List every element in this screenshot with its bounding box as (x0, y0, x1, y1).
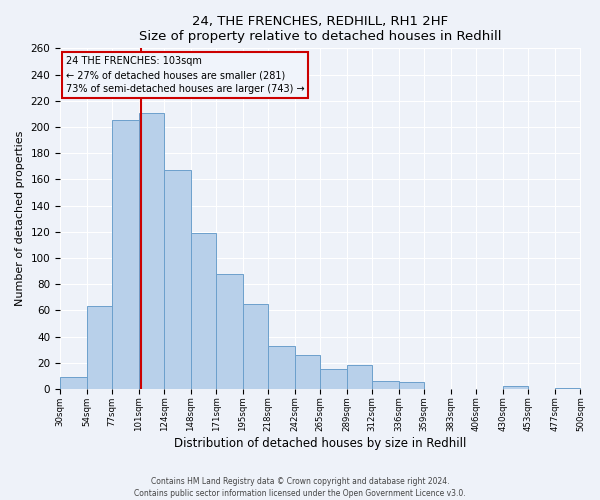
Bar (347, 366, 373, 389)
Text: Contains HM Land Registry data © Crown copyright and database right 2024.
Contai: Contains HM Land Registry data © Crown c… (134, 476, 466, 498)
Bar (164, 170, 191, 389)
Bar (268, 346, 295, 389)
Bar (112, 120, 139, 389)
Text: 24 THE FRENCHES: 103sqm
← 27% of detached houses are smaller (281)
73% of semi-d: 24 THE FRENCHES: 103sqm ← 27% of detache… (65, 56, 304, 94)
Bar (373, 381, 399, 389)
Bar (320, 370, 347, 389)
Y-axis label: Number of detached properties: Number of detached properties (15, 131, 25, 306)
Bar (555, 388, 580, 389)
Bar (60, 377, 86, 389)
Bar (243, 304, 268, 389)
Title: 24, THE FRENCHES, REDHILL, RH1 2HF
Size of property relative to detached houses : 24, THE FRENCHES, REDHILL, RH1 2HF Size … (139, 15, 502, 43)
Bar (503, 386, 529, 389)
Bar (295, 355, 320, 389)
X-axis label: Distribution of detached houses by size in Redhill: Distribution of detached houses by size … (174, 437, 466, 450)
Bar (399, 382, 424, 389)
Bar (216, 274, 243, 389)
Bar (86, 306, 112, 389)
Bar (139, 112, 164, 389)
Bar (191, 233, 216, 389)
